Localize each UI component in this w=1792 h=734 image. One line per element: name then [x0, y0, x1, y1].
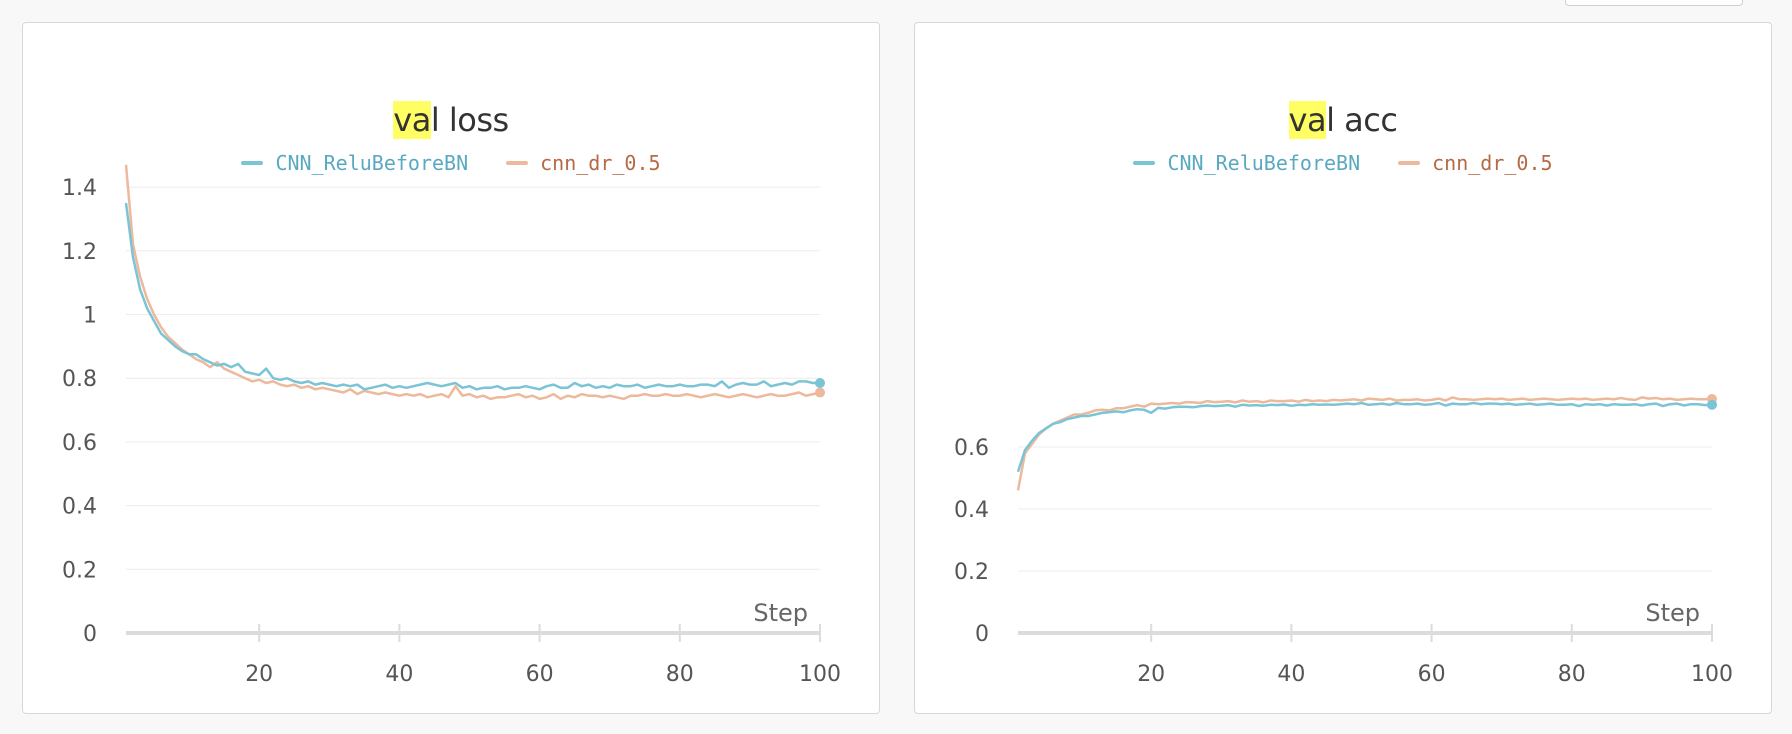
y-tick-label: 0.8 — [62, 367, 97, 392]
y-tick-label: 0.4 — [62, 495, 97, 520]
x-tick-label: 20 — [245, 662, 273, 687]
x-tick-label: 100 — [1691, 662, 1733, 687]
legend: CNN_ReluBeforeBN cnn_dr_0.5 — [23, 151, 879, 175]
x-tick-label: 100 — [799, 662, 841, 687]
series-line — [124, 202, 820, 391]
series-end-point — [815, 377, 825, 388]
y-tick-label: 1 — [83, 304, 97, 329]
x-tick-label: 40 — [385, 662, 413, 687]
x-axis-label: Step — [753, 599, 808, 627]
y-tick-label: 0.6 — [62, 431, 97, 456]
top-right-control[interactable] — [1565, 0, 1743, 6]
x-tick-label: 60 — [1418, 662, 1446, 687]
legend-item-cnn-relubeforebn[interactable]: CNN_ReluBeforeBN — [1133, 151, 1360, 175]
legend-item-cnn-relubeforebn[interactable]: CNN_ReluBeforeBN — [241, 151, 468, 175]
legend-swatch — [1133, 161, 1156, 165]
legend: CNN_ReluBeforeBN cnn_dr_0.5 — [915, 151, 1771, 175]
title-highlight: va — [1288, 101, 1327, 139]
legend-swatch — [506, 161, 529, 165]
series-line — [124, 164, 821, 401]
legend-swatch — [1398, 161, 1421, 165]
val-acc-plot[interactable]: 0 0.2 0.4 0.6 20 40 60 80 100 Step — [915, 23, 1773, 715]
x-tick-label: 40 — [1277, 662, 1305, 687]
x-tick-label: 20 — [1137, 662, 1165, 687]
title-rest: l loss — [430, 101, 509, 139]
x-axis-label: Step — [1645, 599, 1700, 627]
chart-title: val loss — [23, 101, 879, 139]
y-tick-label: 0.2 — [954, 560, 989, 585]
series-end-point — [1707, 399, 1717, 410]
legend-item-cnn-dr-0-5[interactable]: cnn_dr_0.5 — [506, 151, 661, 175]
legend-label: cnn_dr_0.5 — [540, 151, 661, 175]
y-tick-label: 0.4 — [954, 498, 989, 523]
legend-label: CNN_ReluBeforeBN — [1167, 151, 1361, 175]
chart-title: val acc — [915, 101, 1771, 139]
y-tick-label: 1.2 — [62, 240, 97, 265]
legend-label: cnn_dr_0.5 — [1432, 151, 1553, 175]
y-tick-label: 0.6 — [954, 436, 989, 461]
y-tick-label: 0 — [975, 622, 989, 647]
val-loss-plot[interactable]: 0 0.2 0.4 0.6 0.8 1 1.2 1.4 20 40 60 80 100 Step — [23, 23, 881, 715]
legend-swatch — [241, 161, 264, 165]
x-tick-label: 80 — [666, 662, 694, 687]
series-line — [1016, 396, 1713, 491]
val-loss-panel: val loss CNN_ReluBeforeBN cnn_dr_0.5 0 0.… — [22, 22, 880, 714]
legend-label: CNN_ReluBeforeBN — [275, 151, 469, 175]
title-highlight: va — [393, 101, 431, 139]
y-tick-label: 0.2 — [62, 558, 97, 583]
series-end-point — [815, 387, 825, 398]
title-rest: l acc — [1326, 101, 1398, 139]
val-acc-panel: val acc CNN_ReluBeforeBN cnn_dr_0.5 0 0.2… — [914, 22, 1772, 714]
x-tick-label: 60 — [526, 662, 554, 687]
legend-item-cnn-dr-0-5[interactable]: cnn_dr_0.5 — [1398, 151, 1553, 175]
y-tick-label: 1.4 — [62, 176, 97, 201]
x-tick-label: 80 — [1558, 662, 1586, 687]
series-line — [1016, 401, 1713, 473]
y-tick-label: 0 — [83, 622, 97, 647]
